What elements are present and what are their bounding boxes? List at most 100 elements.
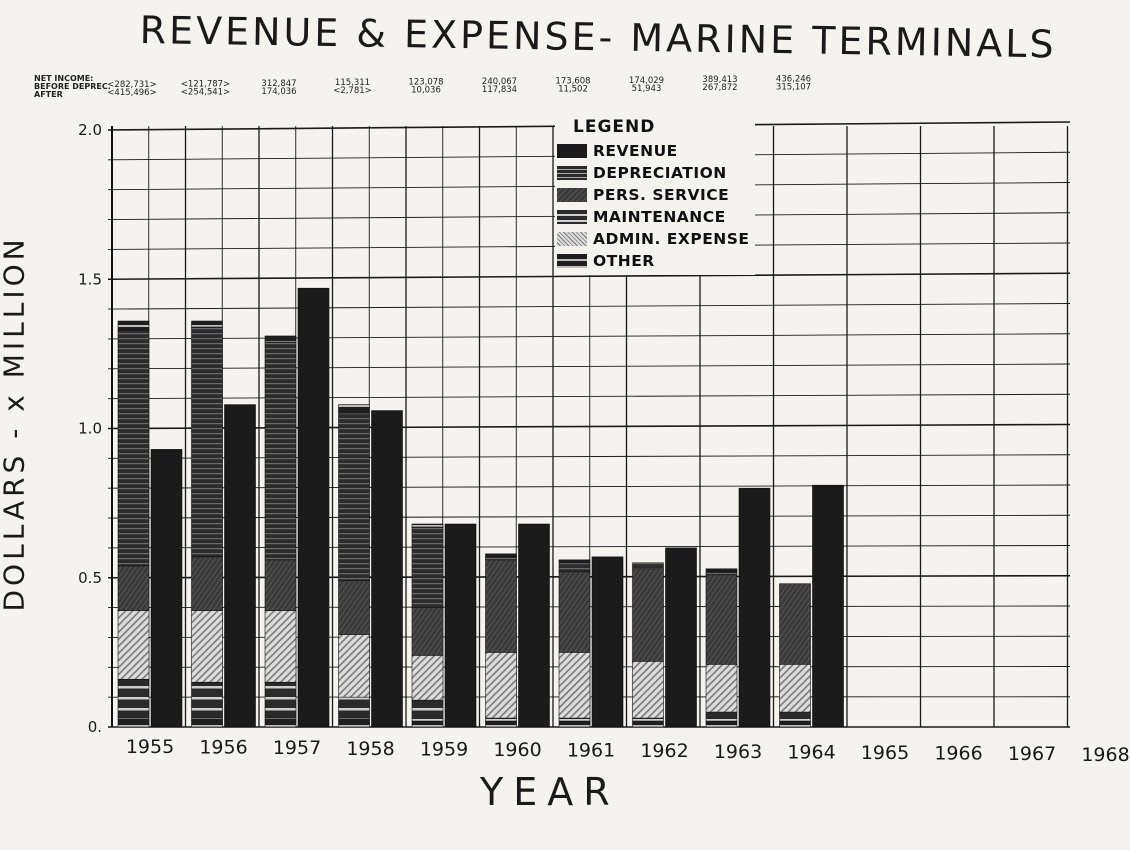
- bar-expense-pers-service-1957: [264, 559, 297, 611]
- net-income-values: <282,731><415,496> <121,787><254,541> 312,…: [107, 75, 811, 98]
- bar-expense-admin-expense-1960: [485, 652, 517, 719]
- bar-expense-depreciation-1963: [705, 571, 738, 576]
- x-tick-label-1958: 1958: [346, 738, 394, 760]
- bar-revenue-1964: [812, 484, 844, 728]
- net-income-before-1964: 436,246: [776, 75, 811, 85]
- bar-expense-admin-expense-1955: [117, 610, 150, 680]
- y-tick-label: 0.: [88, 718, 102, 736]
- bar-expense-maintenance-1964: [779, 711, 811, 722]
- bar-expense-pers-service-1961: [558, 571, 591, 653]
- bar-expense-other2-1963: [705, 568, 738, 573]
- bar-expense-pers-service-1960: [485, 559, 517, 653]
- bar-expense-other-1955: [117, 717, 150, 728]
- x-tick-label-1955: 1955: [126, 736, 174, 758]
- x-tick-label-1963: 1963: [714, 741, 762, 763]
- bar-expense-admin-expense-1956: [191, 610, 223, 683]
- net-income-after-1960: 117,834: [482, 85, 517, 95]
- legend-item-pers-service: PERS. SERVICE: [557, 185, 729, 205]
- bar-expense-other2-1958: [338, 404, 370, 414]
- bar-revenue-1956: [224, 404, 256, 728]
- bar-expense-other-1961: [558, 720, 591, 728]
- bar-revenue-1963: [738, 487, 771, 728]
- bar-expense-other2-1959: [411, 523, 444, 528]
- x-axis-label: YEAR: [480, 770, 620, 814]
- bar-expense-maintenance-1955: [117, 678, 150, 719]
- net-income-header-line3: AFTER: [34, 90, 63, 99]
- legend-label-pers-service: PERS. SERVICE: [593, 186, 730, 204]
- net-income-after-1958: <2,781>: [333, 86, 372, 96]
- bar-expense-other2-1955: [117, 320, 150, 331]
- legend-swatch-admin-expense: [557, 232, 587, 246]
- bar-expense-admin-expense-1959: [411, 655, 444, 701]
- bar-expense-maintenance-1957: [264, 681, 297, 719]
- legend-item-depreciation: DEPRECIATION: [557, 163, 727, 183]
- bar-expense-admin-expense-1958: [338, 634, 370, 698]
- legend-swatch-other: [557, 254, 587, 268]
- legend-item-maintenance: MAINTENANCE: [557, 207, 726, 227]
- bar-expense-depreciation-1960: [485, 556, 517, 561]
- net-income-before-1958: 115,311: [335, 78, 370, 88]
- net-income-before-1960: 240,067: [482, 77, 517, 87]
- bar-expense-maintenance-1960: [485, 717, 517, 722]
- net-income-header-line1: NET INCOME:: [34, 74, 94, 83]
- legend-label-maintenance: MAINTENANCE: [593, 208, 726, 226]
- bar-expense-pers-service-1964: [779, 583, 811, 665]
- legend-item-revenue: REVENUE: [557, 141, 678, 161]
- legend-label-depreciation: DEPRECIATION: [593, 164, 727, 182]
- y-tick-label: 1.0: [78, 420, 102, 438]
- net-income-after-1961: 11,502: [558, 84, 588, 94]
- bar-expense-pers-service-1959: [411, 607, 444, 656]
- x-tick-label-1967: 1967: [1008, 743, 1056, 765]
- bars: [117, 287, 844, 728]
- bar-expense-admin-expense-1961: [558, 652, 591, 719]
- net-income-before-1957: 312,847: [261, 79, 296, 89]
- x-tick-label-1961: 1961: [567, 740, 615, 762]
- x-tick-label-1957: 1957: [273, 737, 321, 759]
- bar-expense-admin-expense-1957: [264, 610, 297, 683]
- grid-line-h: [107, 333, 1071, 340]
- bar-expense-depreciation-1959: [411, 526, 444, 608]
- grid-line-h: [107, 303, 1071, 310]
- net-income-header: NET INCOME: BEFORE DEPREC. AFTER: [34, 75, 111, 99]
- bar-expense-admin-expense-1964: [779, 664, 811, 713]
- grid-line-h: [107, 272, 1071, 281]
- legend-item-other: OTHER: [557, 251, 655, 271]
- net-income-after-1957: 174,036: [261, 87, 296, 97]
- bar-revenue-1961: [591, 556, 624, 728]
- bar-expense-depreciation-1955: [117, 329, 150, 567]
- legend-swatch-pers-service: [557, 188, 587, 202]
- bar-revenue-1958: [371, 410, 403, 728]
- net-income-after-1964: 315,107: [776, 83, 811, 93]
- net-income-header-line2: BEFORE DEPREC.: [34, 82, 111, 91]
- x-tick-label-1959: 1959: [420, 738, 468, 760]
- bar-revenue-1959: [444, 523, 477, 728]
- legend-label-other: OTHER: [593, 252, 655, 270]
- bar-expense-other2-1957: [264, 335, 297, 343]
- net-income-after-1955: <415,496>: [107, 88, 156, 98]
- bar-expense-depreciation-1956: [191, 326, 223, 558]
- net-income-after-1962: 51,943: [632, 84, 662, 94]
- x-tick-label-1965: 1965: [861, 742, 909, 764]
- bar-expense-depreciation-1961: [558, 562, 591, 573]
- bar-expense-other-1960: [485, 720, 517, 728]
- legend: LEGEND REVENUE DEPRECIATION PERS. SERVIC…: [555, 115, 755, 275]
- x-tick-label-1956: 1956: [199, 737, 247, 759]
- bar-expense-admin-expense-1963: [705, 664, 738, 713]
- net-income-before-1956: <121,787>: [181, 79, 230, 89]
- y-tick-label: 0.5: [78, 569, 102, 587]
- legend-swatch-maintenance: [557, 210, 587, 224]
- bar-expense-maintenance-1956: [191, 681, 223, 719]
- net-income-after-1963: 267,872: [702, 83, 737, 93]
- legend-label-revenue: REVENUE: [593, 142, 678, 160]
- bar-expense-other2-1956: [191, 320, 223, 328]
- bar-expense-pers-service-1955: [117, 565, 150, 611]
- bar-revenue-1955: [150, 449, 183, 728]
- bar-revenue-1957: [297, 287, 330, 728]
- bar-expense-other-1956: [191, 717, 223, 728]
- net-income-before-1959: 123,078: [408, 78, 443, 88]
- grid-line-h: [107, 393, 1071, 400]
- bar-expense-maintenance-1962: [632, 717, 664, 722]
- bar-expense-maintenance-1961: [558, 717, 591, 722]
